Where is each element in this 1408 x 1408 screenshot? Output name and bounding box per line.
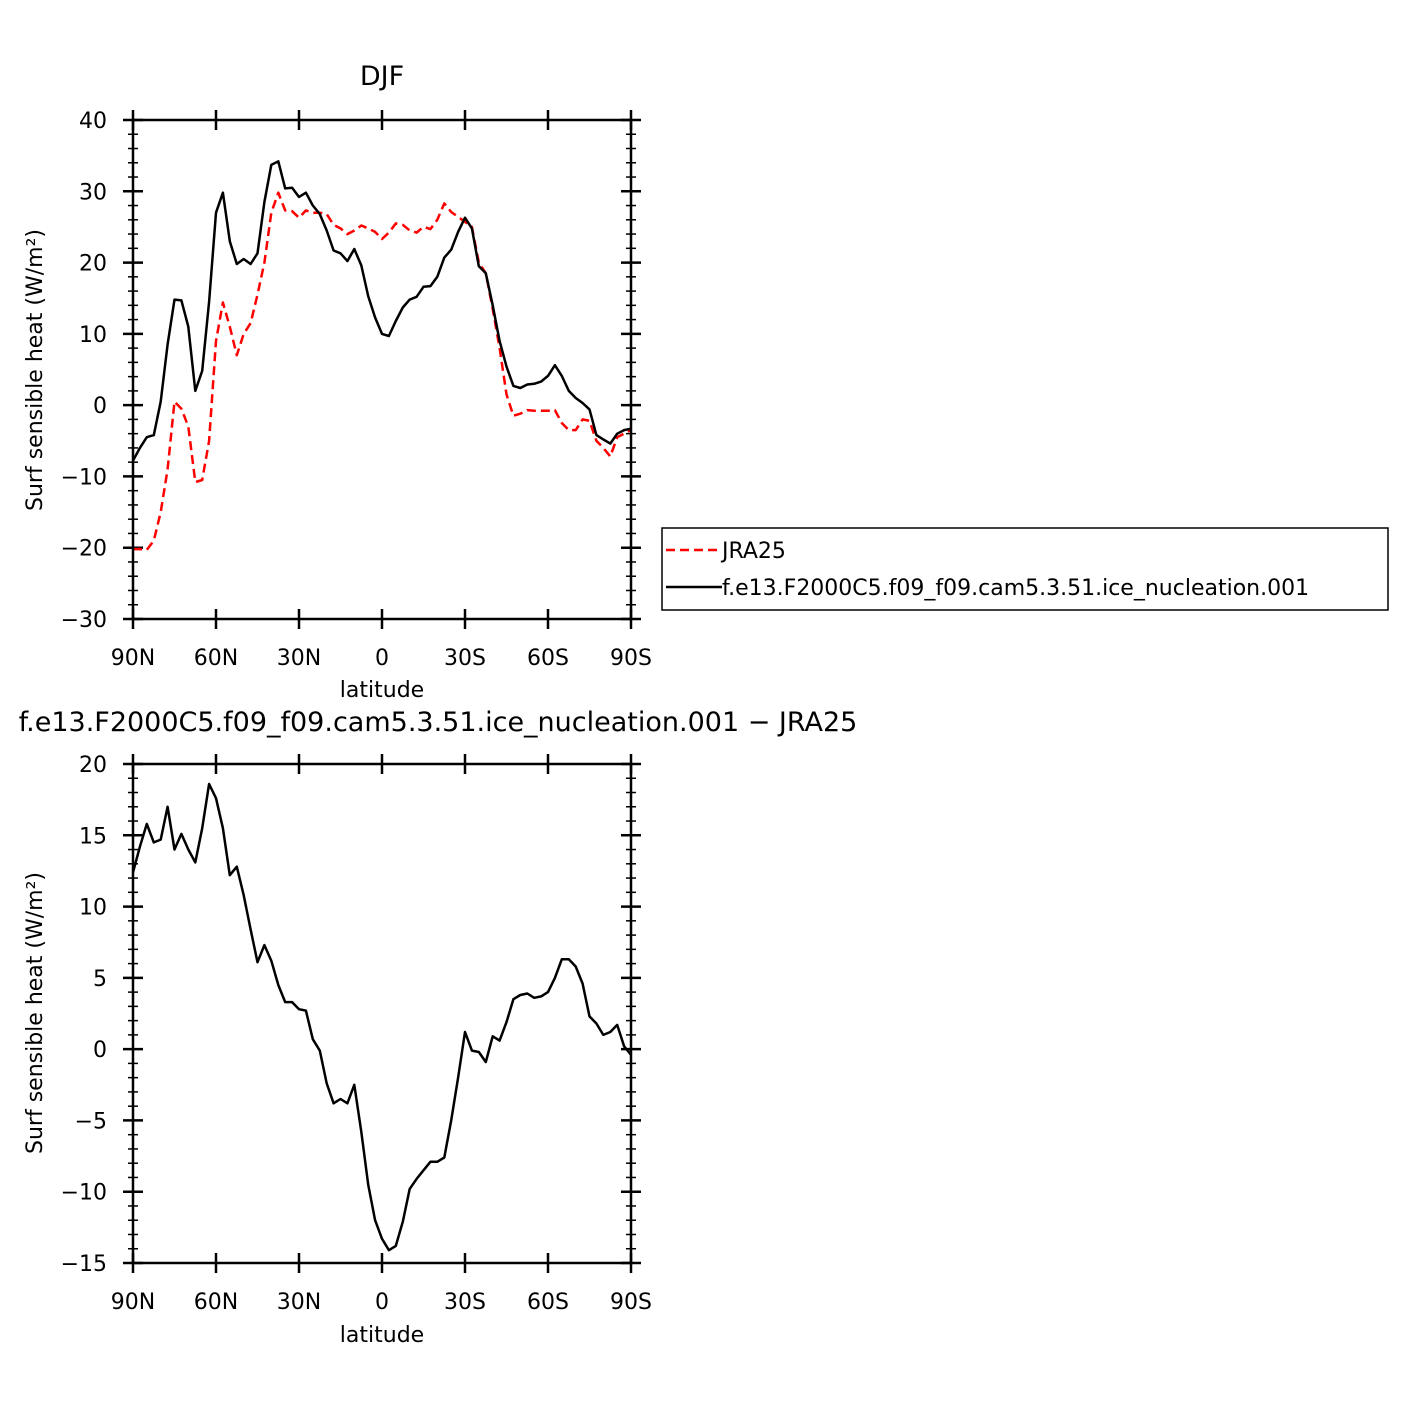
series-line-0	[133, 191, 632, 552]
y-tick-label: 0	[93, 1038, 107, 1063]
plot-frame	[131, 762, 633, 1265]
y-tick-label: 30	[79, 180, 107, 205]
x-tick-label: 30S	[444, 1290, 486, 1315]
x-tick-label: 60N	[194, 1290, 238, 1315]
y-tick-label: 40	[79, 109, 107, 134]
x-tick-label: 90N	[111, 1290, 155, 1315]
legend-box	[661, 527, 1389, 611]
x-tick-label: 30N	[277, 646, 321, 671]
legend: JRA25 f.e13.F2000C5.f09_f09.cam5.3.51.ic…	[661, 527, 1389, 611]
y-tick-label: −20	[61, 537, 107, 562]
x-axis-label: latitude	[340, 678, 424, 703]
y-tick-label: 10	[79, 323, 107, 348]
y-tick-label: −10	[61, 465, 107, 490]
y-axis-label: Surf sensible heat (W/m²)	[23, 229, 48, 511]
legend-label-model: f.e13.F2000C5.f09_f09.cam5.3.51.ice_nucl…	[722, 576, 1309, 601]
series-lines	[131, 782, 632, 1252]
x-axis-label: latitude	[340, 1323, 424, 1348]
y-tick-label: −30	[61, 608, 107, 633]
axis-ticks: −15 −10 −5 0 5 10 15 20 90N 60N 30N 0 30S 60S 90S	[61, 753, 652, 1315]
x-tick-label: 90N	[111, 646, 155, 671]
y-tick-label: 20	[79, 252, 107, 277]
axis-ticks: −30 −20 −10 0 10 20 30 40 90N 60N 30N 0 30S 60S 90S	[61, 109, 652, 671]
x-tick-label: 90S	[610, 1290, 652, 1315]
x-tick-label: 60S	[527, 1290, 569, 1315]
y-tick-label: 5	[93, 967, 107, 992]
y-axis-label: Surf sensible heat (W/m²)	[23, 872, 48, 1154]
x-tick-label: 0	[375, 1290, 389, 1315]
bottom-panel: f.e13.F2000C5.f09_f09.cam5.3.51.ice_nucl…	[19, 707, 858, 1348]
x-tick-label: 30S	[444, 646, 486, 671]
y-tick-label: 15	[79, 824, 107, 849]
x-tick-label: 0	[375, 646, 389, 671]
y-tick-label: 10	[79, 896, 107, 921]
chart-title: f.e13.F2000C5.f09_f09.cam5.3.51.ice_nucl…	[19, 707, 858, 738]
y-tick-label: −15	[61, 1252, 107, 1277]
chart-title: DJF	[360, 61, 404, 92]
top-panel: DJF −30 −20 −10 0 10 20 30 40 90N 60N 30N 0 30S 60S 90…	[23, 61, 1389, 703]
legend-label-jra25: JRA25	[720, 539, 786, 564]
y-tick-label: −10	[61, 1181, 107, 1206]
x-tick-label: 60N	[194, 646, 238, 671]
series-line-1	[131, 160, 632, 462]
y-tick-label: 20	[79, 753, 107, 778]
plot-frame	[131, 118, 633, 621]
y-tick-label: 0	[93, 394, 107, 419]
x-tick-label: 90S	[610, 646, 652, 671]
x-tick-label: 30N	[277, 1290, 321, 1315]
y-tick-label: −5	[75, 1109, 107, 1134]
series-line-0	[131, 782, 632, 1252]
series-lines	[131, 160, 632, 552]
x-tick-label: 60S	[527, 646, 569, 671]
